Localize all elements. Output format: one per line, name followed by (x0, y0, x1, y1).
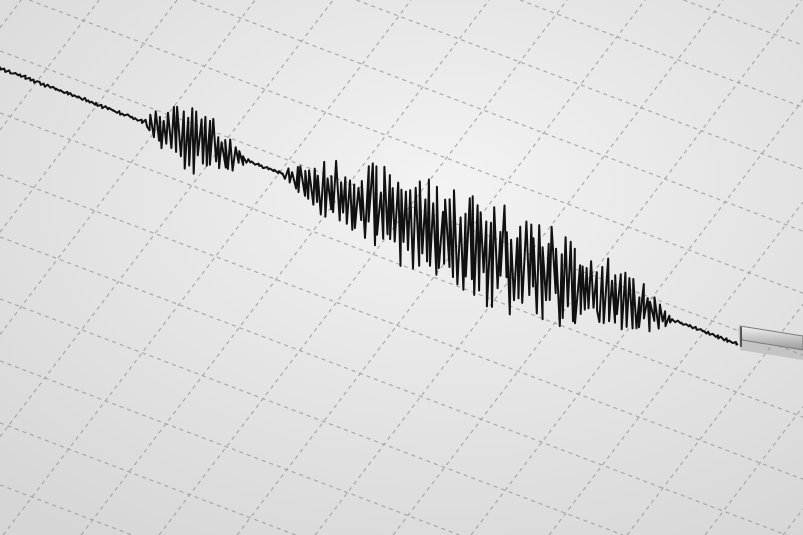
trace-line (0, 66, 739, 346)
grid-line (0, 0, 22, 29)
grid-line (548, 201, 803, 535)
grid-line (0, 0, 100, 131)
grid-line (0, 112, 803, 418)
grid-line (0, 0, 334, 438)
grid-line (0, 174, 803, 480)
grid-line (392, 0, 802, 535)
grid-line (782, 508, 803, 535)
seismic-trace (0, 66, 739, 346)
grid-line (28, 0, 803, 294)
grid-line (236, 0, 646, 535)
seismograph-stylus-icon (738, 325, 803, 360)
grid-line (158, 0, 568, 535)
grid-line (0, 298, 624, 535)
grid-line (0, 0, 256, 335)
grid-line (0, 360, 460, 535)
grid-line (0, 0, 178, 233)
grid-line (0, 50, 803, 356)
grid-line (80, 0, 490, 535)
grid-line (519, 0, 803, 108)
grid-line (2, 0, 412, 535)
grid-line (683, 0, 803, 46)
grid-line (704, 406, 803, 535)
